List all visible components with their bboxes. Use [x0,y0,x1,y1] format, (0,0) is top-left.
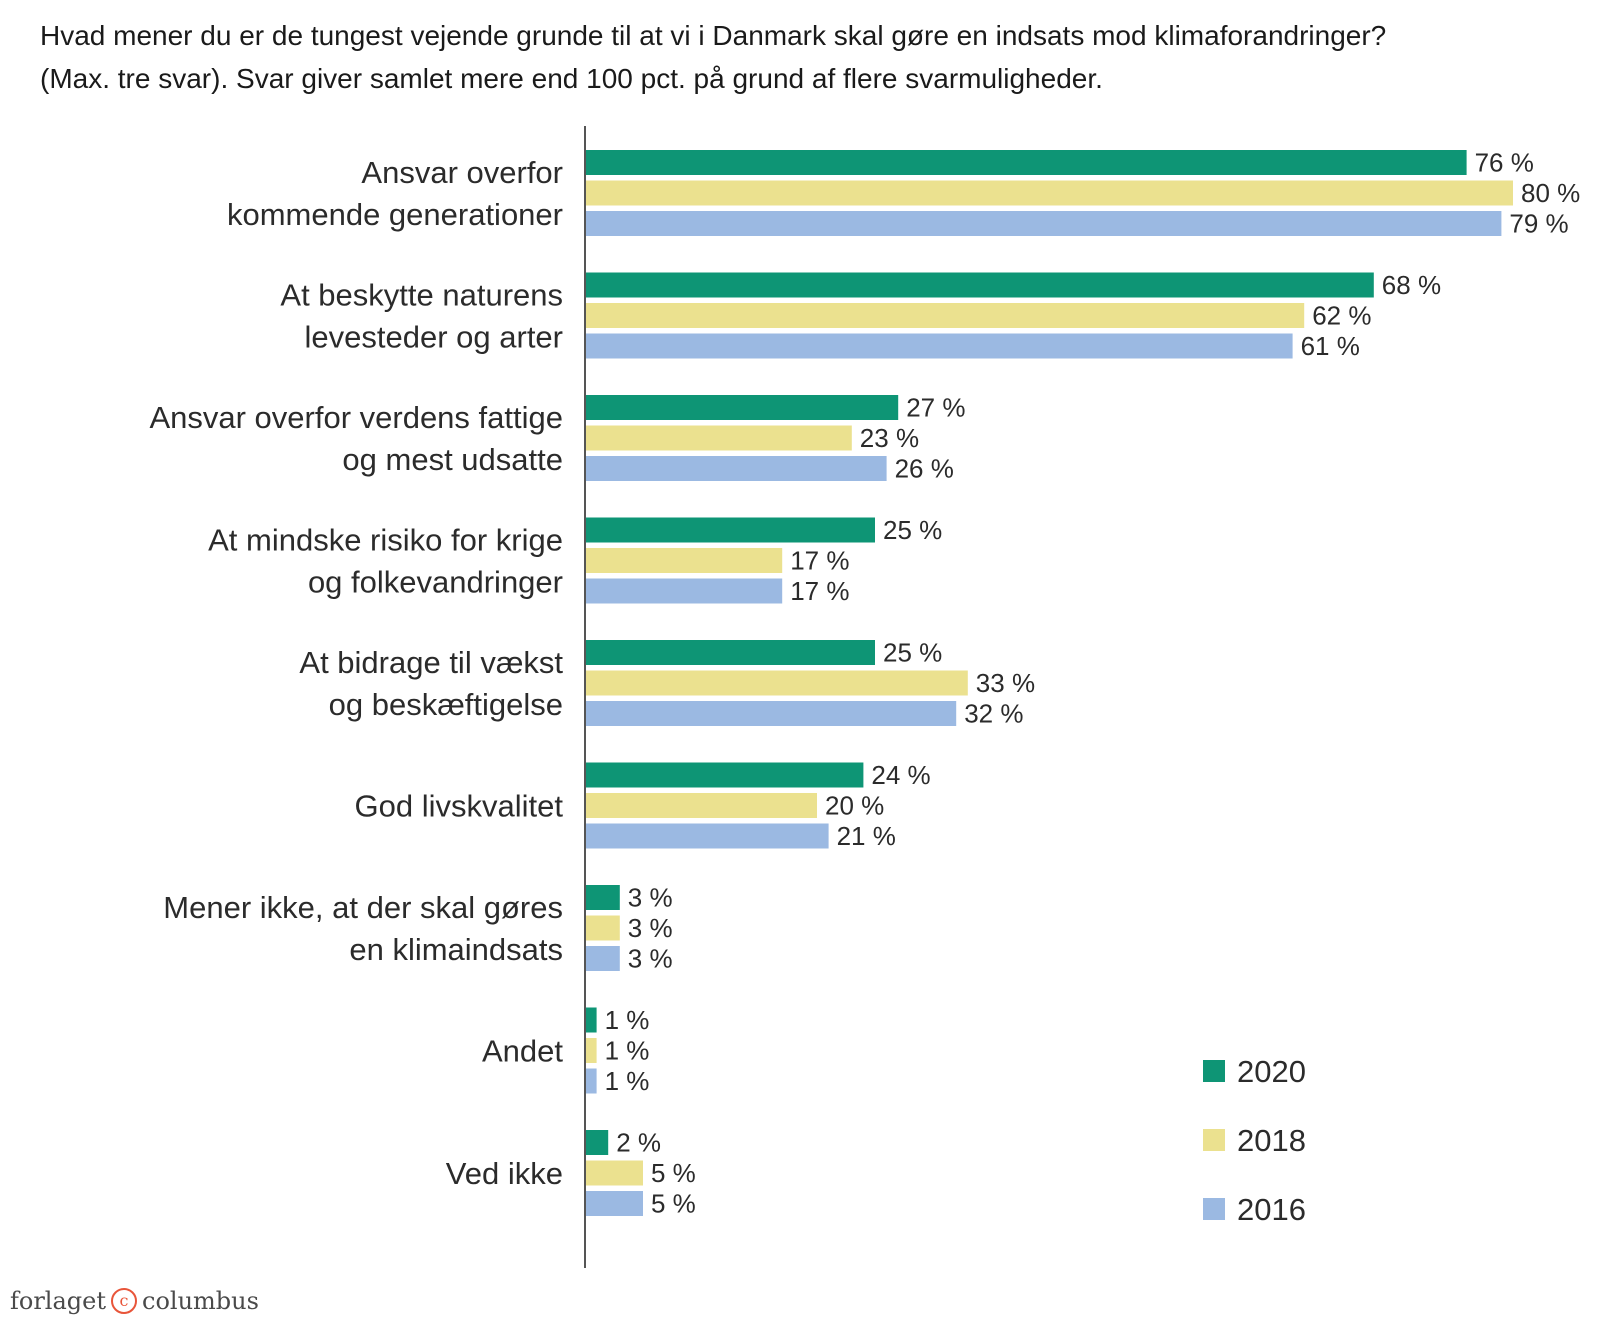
data-label: 17 % [790,546,849,576]
legend-swatch-2018 [1203,1129,1225,1151]
bar-2020 [585,272,1374,298]
bar-2020 [585,885,620,910]
data-label: 2 % [616,1128,661,1158]
data-label: 21 % [837,821,896,851]
bar-2020 [585,640,875,665]
category-label: Mener ikke, at der skal gøres [163,890,563,925]
publisher-logo-right: columbus [142,1287,259,1315]
bar-2018 [585,303,1305,328]
copyright-c-icon: c [111,1288,137,1314]
bar-2016 [585,1068,597,1094]
data-label: 25 % [883,638,942,668]
data-label: 1 % [605,1066,650,1096]
bars-group: Ansvar overfor kommende generationer 76 %8… [149,148,1580,1219]
category-label: Andet [482,1034,563,1069]
category-label: Ansvar overfor verdens fattige [149,400,563,435]
publisher-logo: forlaget c columbus [10,1284,259,1318]
bar-2020 [585,517,875,543]
category-label: At mindske risiko for krige [208,523,563,558]
bar-2016 [585,1191,643,1216]
bar-2020 [585,762,864,788]
data-label: 3 % [628,944,673,974]
bar-2018 [585,548,783,573]
legend-swatch-2020 [1203,1060,1225,1082]
bar-2018 [585,1038,597,1063]
data-label: 68 % [1382,270,1441,300]
category-label: Ansvar overfor [361,155,563,190]
bar-2018 [585,670,968,696]
bar-2020 [585,1007,597,1033]
bar-2020 [585,1130,609,1155]
data-label: 80 % [1521,178,1580,208]
bar-2016 [585,578,783,604]
data-label: 1 % [605,1036,650,1066]
category-label: kommende generationer [227,197,563,232]
bar-2018 [585,1160,643,1186]
bar-2018 [585,180,1513,206]
data-label: 62 % [1312,301,1371,331]
bar-2016 [585,333,1293,359]
data-label: 33 % [976,668,1035,698]
category-label: og beskæftigelse [329,687,563,722]
category-label: At beskytte naturens [280,278,563,313]
bar-2018 [585,793,817,818]
category-label: Ved ikke [446,1156,563,1191]
legend-label-2020: 2020 [1237,1054,1306,1089]
data-label: 76 % [1475,148,1534,178]
data-label: 5 % [651,1189,696,1219]
category-label: en klimaindsats [349,932,563,967]
bar-2018 [585,915,620,941]
data-label: 27 % [906,393,965,423]
data-label: 3 % [628,913,673,943]
category-label: levesteder og arter [305,320,563,355]
bar-2016 [585,823,829,849]
data-label: 79 % [1509,209,1568,239]
chart-title-line-1: Hvad mener du er de tungest vejende grun… [40,20,1387,51]
bar-2016 [585,211,1502,236]
data-label: 32 % [964,699,1023,729]
legend-label-2018: 2018 [1237,1123,1306,1158]
category-label: og mest udsatte [342,442,563,477]
data-label: 25 % [883,515,942,545]
data-label: 17 % [790,576,849,606]
data-label: 5 % [651,1158,696,1188]
bar-2020 [585,150,1467,175]
bar-2016 [585,701,957,726]
data-label: 3 % [628,883,673,913]
data-label: 61 % [1301,331,1360,361]
data-label: 20 % [825,791,884,821]
data-label: 26 % [895,454,954,484]
bar-2016 [585,456,887,481]
data-label: 24 % [871,760,930,790]
chart-title-line-2: (Max. tre svar). Svar giver samlet mere … [40,63,1103,94]
bar-2018 [585,425,852,451]
category-label: God livskvalitet [355,789,564,824]
bar-2020 [585,395,899,420]
chart-title: Hvad mener du er de tungest vejende grun… [40,14,1600,100]
category-label: og folkevandringer [308,565,563,600]
publisher-logo-left: forlaget [10,1287,106,1315]
bar-2016 [585,946,620,971]
category-label: At bidrage til vækst [299,645,563,680]
legend: 2020 2018 2016 [1203,1054,1306,1227]
legend-label-2016: 2016 [1237,1192,1306,1227]
data-label: 1 % [605,1005,650,1035]
data-label: 23 % [860,423,919,453]
legend-swatch-2016 [1203,1198,1225,1220]
